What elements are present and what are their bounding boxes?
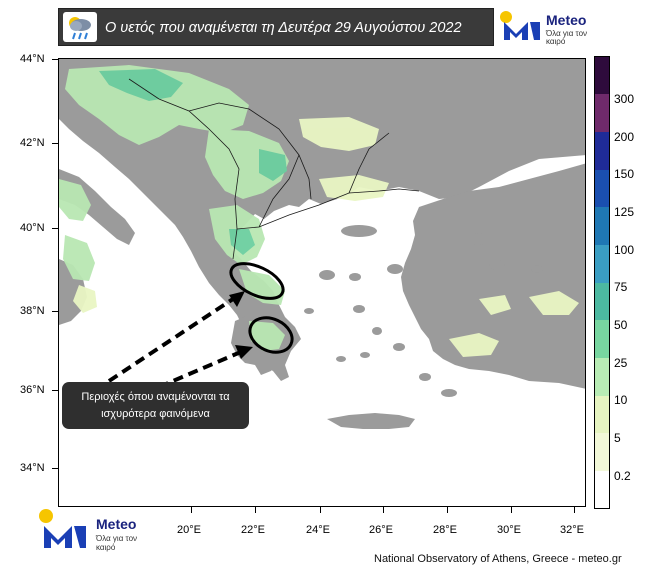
colorbar-label-150: 150: [614, 167, 635, 181]
country-borders: [128, 78, 420, 260]
lon-label-28: 28°E: [433, 524, 457, 536]
brand-name: Meteo: [546, 12, 587, 28]
lat-label-36: 36°N: [20, 384, 45, 396]
crete-landmass: [327, 413, 415, 429]
lon-label-30: 30°E: [497, 524, 521, 536]
lon-label-32: 32°E: [560, 524, 584, 536]
precipitation-colorbar: [594, 56, 610, 509]
colorbar-label-25: 25: [614, 356, 628, 370]
highlight-region-central-greece: [229, 262, 285, 300]
brand-name-bottom: Meteo: [96, 516, 137, 532]
colorbar-label-100: 100: [614, 243, 635, 257]
strongest-phenomena-callout: Περιοχές όπου αναμένονται τα ισχυρότερα …: [62, 382, 249, 429]
meteo-logo-bottom: Meteo Όλα για τον καιρό: [38, 508, 148, 554]
map-title-banner: Ο υετός που αναμένεται τη Δευτέρα 29 Αυγ…: [58, 8, 494, 46]
lon-label-20: 20°E: [177, 524, 201, 536]
lat-label-38: 38°N: [20, 305, 45, 317]
lat-label-44: 44°N: [20, 53, 45, 65]
lat-label-42: 42°N: [20, 137, 45, 149]
colorbar-label-50: 50: [614, 318, 628, 332]
colorbar-label-300: 300: [614, 92, 635, 106]
brand-tagline: Όλα για τον καιρό: [546, 29, 588, 46]
colorbar-label-200: 200: [614, 130, 635, 144]
lon-label-26: 26°E: [369, 524, 393, 536]
colorbar-label-125: 125: [614, 205, 635, 219]
callout-arrow-north: [107, 293, 241, 383]
lon-label-22: 22°E: [241, 524, 265, 536]
callout-line-1: Περιοχές όπου αναμένονται τα: [81, 390, 230, 403]
balkans-landmass: [59, 59, 585, 381]
colorbar-label-75: 75: [614, 280, 628, 294]
precipitation-map: [58, 58, 586, 507]
rain-cloud-icon: [63, 12, 97, 42]
map-credit: National Observatory of Athens, Greece -…: [374, 553, 622, 565]
lon-label-24: 24°E: [306, 524, 330, 536]
callout-line-2: ισχυρότερα φαινόμενα: [101, 407, 210, 420]
precipitation-shading: [59, 65, 579, 357]
colorbar-label-0-2: 0.2: [614, 469, 631, 483]
brand-tagline-bottom: Όλα για τον καιρό: [96, 534, 138, 552]
highlight-region-peloponnese: [248, 316, 294, 354]
anatolia-landmass: [401, 163, 585, 389]
lat-label-40: 40°N: [20, 222, 45, 234]
meteo-logo-top: Meteo Όλα για τον καιρό: [498, 8, 590, 46]
map-title: Ο υετός που αναμένεται τη Δευτέρα 29 Αυγ…: [105, 20, 462, 36]
lat-label-34: 34°N: [20, 462, 45, 474]
colorbar-label-5: 5: [614, 431, 621, 445]
colorbar-label-10: 10: [614, 393, 628, 407]
